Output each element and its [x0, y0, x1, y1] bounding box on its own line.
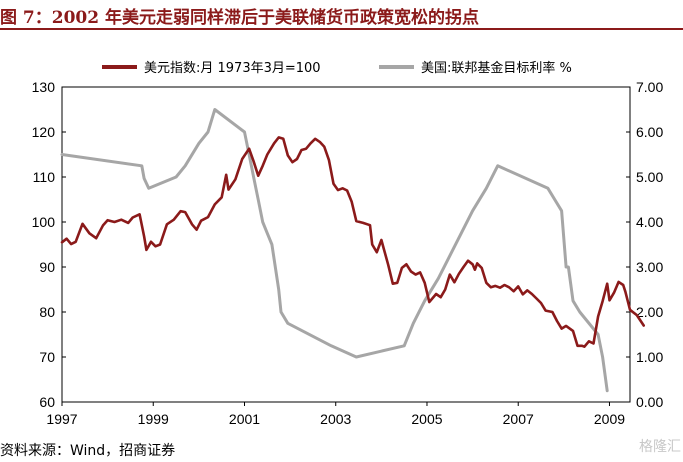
y-left-tick-label: 100: [32, 214, 56, 230]
y-right-tick-label: 4.00: [636, 214, 663, 230]
x-tick-label: 2001: [229, 411, 260, 427]
y-right-tick-label: 7.00: [636, 79, 663, 95]
x-tick-label: 1997: [46, 411, 77, 427]
y-left-tick-label: 60: [39, 394, 55, 410]
legend-label-dollar-index: 美元指数:月 1973年3月=100: [144, 61, 321, 76]
x-tick-label: 2009: [594, 411, 625, 427]
x-tick-label: 2003: [320, 411, 351, 427]
series-layer: [60, 108, 645, 393]
title-divider: [0, 28, 683, 30]
y-right-tick-label: 3.00: [636, 259, 663, 275]
axes: 130 120 110 100 90 80 70 60 7.00 6.00 5.00 4.00 3.00…: [32, 79, 664, 427]
y-right-tick-label: 1.00: [636, 349, 663, 365]
y-left-tick-label: 120: [32, 124, 56, 140]
y-right-tick-label: 2.00: [636, 304, 663, 320]
series-line-fed-funds-rate: [60, 108, 609, 393]
x-tick-label: 2007: [503, 411, 534, 427]
legend: 美元指数:月 1973年3月=100 美国:联邦基金目标利率 %: [102, 60, 572, 76]
plot-area-frame: [61, 86, 631, 403]
y-right-tick-label: 5.00: [636, 169, 663, 185]
y-left-tick-label: 110: [33, 169, 56, 185]
x-tick-label: 1999: [138, 411, 169, 427]
y-left-tick-label: 130: [32, 79, 56, 95]
title-bar: 图 7：2002 年美元走弱同样滞后于美联储货币政策宽松的拐点: [0, 0, 683, 30]
y-left-tick-label: 80: [39, 304, 55, 320]
source-note: 资料来源：Wind，招商证券: [0, 443, 176, 459]
y-right-tick-label: 0.00: [636, 394, 663, 410]
legend-label-fed-rate: 美国:联邦基金目标利率 %: [421, 60, 572, 76]
y-left-tick-label: 70: [39, 349, 55, 365]
chart-title: 图 7：2002 年美元走弱同样滞后于美联储货币政策宽松的拐点: [0, 8, 479, 28]
watermark-logo: 格隆汇: [639, 439, 681, 455]
y-right-tick-label: 6.00: [636, 124, 663, 140]
x-tick-label: 2005: [411, 411, 442, 427]
series-line-dollar-index: [60, 136, 645, 348]
y-left-tick-label: 90: [39, 259, 55, 275]
